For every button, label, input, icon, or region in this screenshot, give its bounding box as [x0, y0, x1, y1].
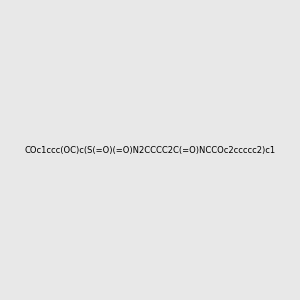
Text: COc1ccc(OC)c(S(=O)(=O)N2CCCC2C(=O)NCCOc2ccccc2)c1: COc1ccc(OC)c(S(=O)(=O)N2CCCC2C(=O)NCCOc2…	[24, 146, 276, 154]
